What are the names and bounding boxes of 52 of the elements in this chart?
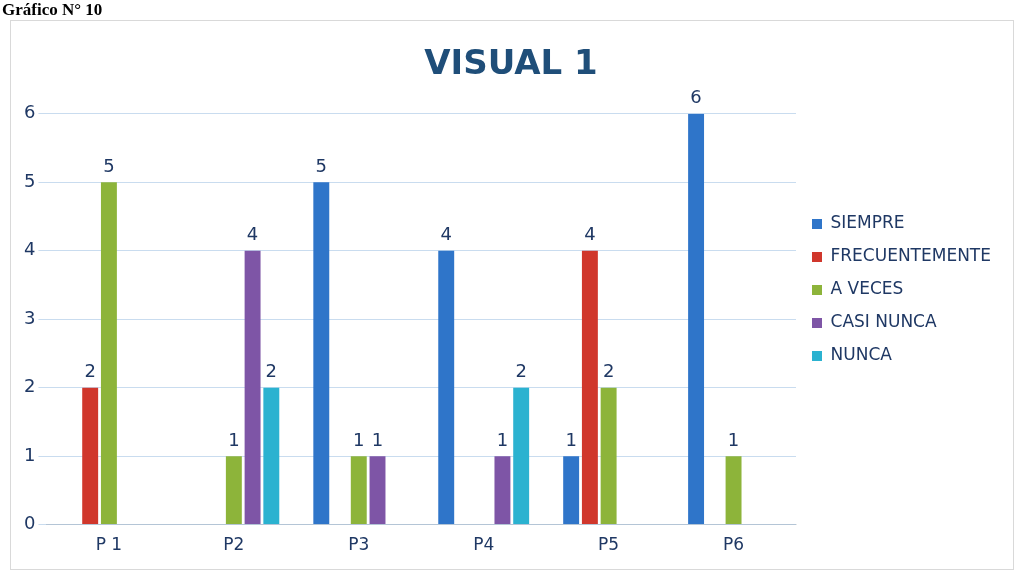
bar xyxy=(244,250,261,525)
x-tick-label: P6 xyxy=(723,534,745,555)
bar xyxy=(563,456,580,525)
y-tick-label: 3 xyxy=(24,306,36,328)
data-label: 1 xyxy=(727,428,740,450)
bar xyxy=(82,387,99,525)
bar xyxy=(725,456,742,525)
legend-label: SIEMPRE xyxy=(830,212,905,233)
bar xyxy=(369,456,386,525)
x-tick-label: P3 xyxy=(348,534,370,555)
y-tick-label: 6 xyxy=(24,101,36,123)
bar xyxy=(600,387,617,525)
legend-label: A VECES xyxy=(830,278,904,299)
data-label: 2 xyxy=(84,360,96,382)
bar xyxy=(438,250,455,525)
data-label: 1 xyxy=(228,428,240,450)
bar xyxy=(263,387,280,525)
data-label: 6 xyxy=(690,86,702,108)
data-label: 1 xyxy=(496,428,509,450)
data-label: 5 xyxy=(315,154,328,176)
x-tick-label: P2 xyxy=(223,534,245,555)
data-label: 1 xyxy=(353,428,365,450)
data-label: 5 xyxy=(103,154,115,176)
bar xyxy=(313,182,330,525)
text: Gráfico N° 10 xyxy=(2,0,103,20)
bar xyxy=(100,182,117,525)
data-label: 2 xyxy=(515,360,527,382)
bar xyxy=(581,250,598,525)
data-label: 1 xyxy=(565,428,577,450)
data-label: 2 xyxy=(265,360,278,382)
data-label: 2 xyxy=(602,360,615,382)
bar xyxy=(350,456,367,525)
bar xyxy=(494,456,511,525)
y-tick-label: 0 xyxy=(24,512,36,534)
bar xyxy=(513,387,530,525)
data-label: 4 xyxy=(584,223,596,245)
x-tick-label: P5 xyxy=(598,534,620,555)
y-tick-label: 2 xyxy=(24,375,36,397)
x-tick-label: P4 xyxy=(473,534,495,555)
legend-label: FRECUENTEMENTE xyxy=(830,245,992,266)
bar xyxy=(225,456,242,525)
y-tick-label: 5 xyxy=(24,169,36,191)
data-label: 1 xyxy=(371,428,384,450)
y-tick-label: 4 xyxy=(24,238,36,260)
data-label: 4 xyxy=(246,223,259,245)
bar xyxy=(688,113,705,525)
data-label: 4 xyxy=(440,223,452,245)
legend-label: CASI NUNCA xyxy=(830,311,937,332)
legend-label: NUNCA xyxy=(830,344,893,365)
chart-title: VISUAL 1 xyxy=(424,42,598,83)
y-tick-label: 1 xyxy=(24,443,36,465)
x-tick-label: P 1 xyxy=(95,534,123,555)
